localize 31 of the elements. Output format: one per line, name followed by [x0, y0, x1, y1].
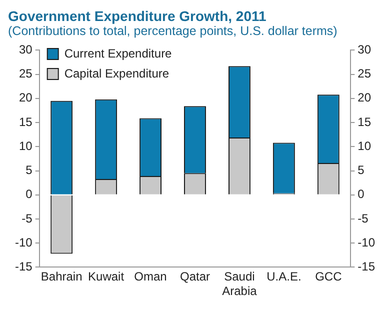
x-tick-label: GCC	[315, 270, 342, 284]
y2-tick-label: 25	[358, 66, 372, 81]
y-tick-label: 0	[26, 187, 33, 202]
x-tick-label: Kuwait	[88, 270, 125, 284]
y2-tick-label: 15	[358, 114, 372, 129]
y2-tick-label: -5	[358, 211, 369, 226]
y-tick-label: 5	[26, 163, 33, 178]
legend-label: Capital Expenditure	[64, 66, 170, 80]
y-tick-label: 30	[18, 42, 33, 57]
y2-tick-label: 5	[358, 163, 365, 178]
x-tick-label: U.A.E.	[266, 270, 302, 284]
y-tick-label: 15	[18, 114, 33, 129]
x-tick-label: Qatar	[180, 270, 210, 284]
y2-tick-label: 30	[358, 42, 372, 57]
y-tick-label: -10	[15, 235, 33, 250]
y2-tick-label: 20	[358, 90, 372, 105]
x-tick-label: Bahrain	[40, 270, 82, 284]
x-tick-label: Oman	[134, 270, 167, 284]
y2-tick-label: 0	[358, 187, 365, 202]
y-tick-label: 10	[18, 138, 33, 153]
chart-subtitle: (Contributions to total, percentage points, U.S. dollar terms)	[8, 24, 338, 38]
y2-tick-label: -15	[358, 260, 376, 274]
y2-tick-label: 10	[358, 138, 372, 153]
chart-title: Government Expenditure Growth, 2011	[8, 8, 268, 24]
y2-tick-label: -10	[358, 235, 376, 250]
x-tick-label: Saudi Arabia	[222, 270, 258, 298]
y-tick-label: 25	[18, 66, 33, 81]
y-tick-label: -5	[22, 211, 33, 226]
y-tick-label: 20	[18, 90, 33, 105]
y-tick-label: -15	[15, 260, 33, 274]
legend-label: Current Expenditure	[64, 46, 172, 60]
